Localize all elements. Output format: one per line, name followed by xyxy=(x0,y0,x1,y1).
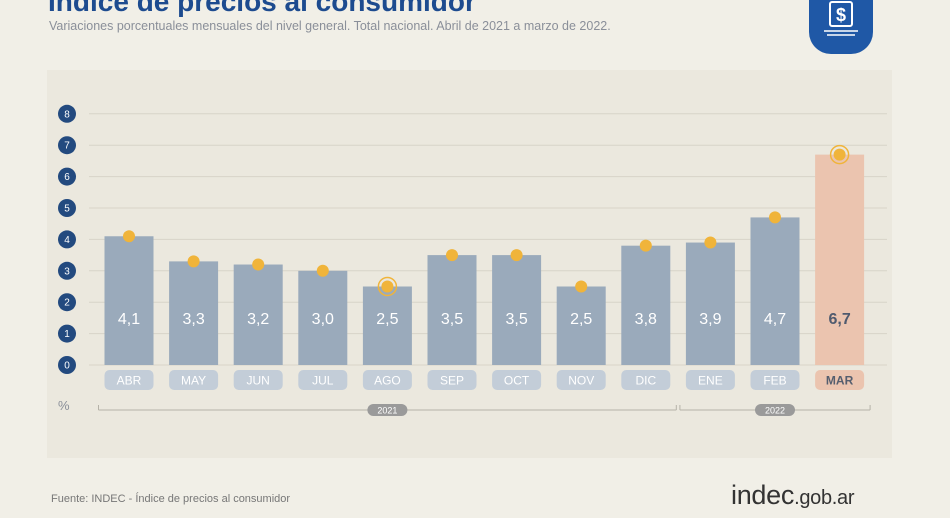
marker-abr xyxy=(123,230,135,243)
y-tick-label-6: 6 xyxy=(64,172,70,183)
indec-brand-logo: indec.gob.ar xyxy=(731,480,855,511)
chart-panel: 0 1 2 3 4 5 6 7 8% ABR 4,1 MAY 3,3 JUN 3,2 JUL 3,0 AGO 2,5… xyxy=(47,70,892,458)
y-tick-badge-6 xyxy=(58,167,76,186)
year-pill-2021 xyxy=(367,404,408,416)
category-label-feb: FEB xyxy=(763,374,786,388)
bar-may xyxy=(169,261,219,365)
value-label-jun: 3,2 xyxy=(247,311,269,328)
category-pill-dic xyxy=(621,370,671,390)
category-pill-feb xyxy=(750,370,800,390)
y-tick-badge-0 xyxy=(58,356,76,374)
category-pill-abr xyxy=(104,370,154,390)
bar-mar xyxy=(815,154,865,365)
y-tick-badge-7 xyxy=(58,136,76,155)
value-label-may: 3,3 xyxy=(182,311,204,328)
y-tick-badge-3 xyxy=(58,261,76,280)
y-tick-label-8: 8 xyxy=(64,109,70,120)
category-pill-mar xyxy=(815,370,865,390)
y-tick-badge-5 xyxy=(58,199,76,217)
y-tick-badge-8 xyxy=(58,104,76,123)
marker-dic xyxy=(639,239,652,252)
value-label-nov: 2,5 xyxy=(570,311,592,328)
bar-ago xyxy=(362,286,412,365)
indec-logo-badge: $ xyxy=(809,0,873,54)
category-pill-jul xyxy=(298,370,348,390)
marker-jul xyxy=(316,264,329,277)
value-label-sep: 3,5 xyxy=(441,311,463,328)
chart-title: Índice de precios al consumidor xyxy=(48,0,476,17)
bar-feb xyxy=(750,217,800,365)
marker-ene xyxy=(704,236,717,249)
marker-ago xyxy=(381,280,394,293)
brand-suffix: .gob.ar xyxy=(794,487,855,509)
marker-mar xyxy=(833,148,846,161)
bar-nov xyxy=(556,286,606,365)
category-label-ago: AGO xyxy=(374,374,401,388)
marker-oct xyxy=(510,249,523,262)
marker-ring-ago xyxy=(377,276,398,297)
y-tick-label-7: 7 xyxy=(64,141,70,152)
category-label-sep: SEP xyxy=(440,374,464,388)
category-label-jul: JUL xyxy=(312,374,334,388)
y-tick-badge-4 xyxy=(58,230,76,249)
bar-oct xyxy=(492,255,542,365)
marker-feb xyxy=(769,211,781,224)
value-label-dic: 3,8 xyxy=(635,311,657,328)
category-pill-ago xyxy=(362,370,412,390)
value-label-oct: 3,5 xyxy=(505,311,527,328)
category-pill-jun xyxy=(233,370,283,390)
source-note: Fuente: INDEC - Índice de precios al con… xyxy=(51,493,291,505)
y-tick-label-0: 0 xyxy=(64,361,70,372)
bar-chart: 0 1 2 3 4 5 6 7 8% ABR 4,1 MAY 3,3 JUN 3,2 JUL 3,0 AGO 2,5… xyxy=(58,104,887,416)
category-label-abr: ABR xyxy=(117,374,142,388)
bar-jul xyxy=(298,270,348,365)
value-label-ago: 2,5 xyxy=(376,311,398,328)
y-tick-label-5: 5 xyxy=(64,204,70,215)
marker-may xyxy=(187,255,200,268)
category-pill-nov xyxy=(556,370,606,390)
value-label-ene: 3,9 xyxy=(699,311,721,328)
marker-nov xyxy=(575,280,588,293)
brand-main: indec xyxy=(731,480,795,510)
y-tick-badge-1 xyxy=(58,324,76,343)
dollar-sign-icon: $ xyxy=(824,1,858,36)
category-label-may: MAY xyxy=(181,374,206,388)
year-pill-2022 xyxy=(755,404,795,416)
value-label-feb: 4,7 xyxy=(764,311,786,328)
y-tick-label-2: 2 xyxy=(64,298,70,309)
category-label-ene: ENE xyxy=(698,374,723,388)
y-tick-label-1: 1 xyxy=(64,329,70,340)
category-pill-may xyxy=(169,370,219,390)
y-axis-unit-label: % xyxy=(58,398,70,413)
marker-ring-mar xyxy=(829,144,850,165)
year-label-2021: 2021 xyxy=(377,406,397,416)
svg-text:$: $ xyxy=(836,5,846,25)
category-label-nov: NOV xyxy=(568,374,594,388)
value-label-jul: 3,0 xyxy=(312,311,334,328)
y-tick-badge-2 xyxy=(58,293,76,312)
chart-subtitle: Variaciones porcentuales mensuales del n… xyxy=(49,19,611,33)
value-label-mar: 6,7 xyxy=(828,311,850,328)
marker-sep xyxy=(446,249,458,262)
marker-jun xyxy=(252,258,265,271)
category-label-oct: OCT xyxy=(504,374,530,388)
category-label-dic: DIC xyxy=(635,374,656,388)
y-tick-label-3: 3 xyxy=(64,266,70,277)
category-pill-ene xyxy=(685,370,735,390)
bar-ene xyxy=(685,242,735,365)
bar-sep xyxy=(427,255,477,365)
category-label-jun: JUN xyxy=(247,374,270,388)
category-label-mar: MAR xyxy=(826,374,854,388)
bar-abr xyxy=(104,236,154,365)
bar-dic xyxy=(621,245,671,365)
category-pill-oct xyxy=(492,370,542,390)
year-label-2022: 2022 xyxy=(765,406,785,416)
value-label-abr: 4,1 xyxy=(118,311,140,328)
y-tick-label-4: 4 xyxy=(64,235,70,246)
category-pill-sep xyxy=(427,370,477,390)
bar-jun xyxy=(233,264,283,365)
